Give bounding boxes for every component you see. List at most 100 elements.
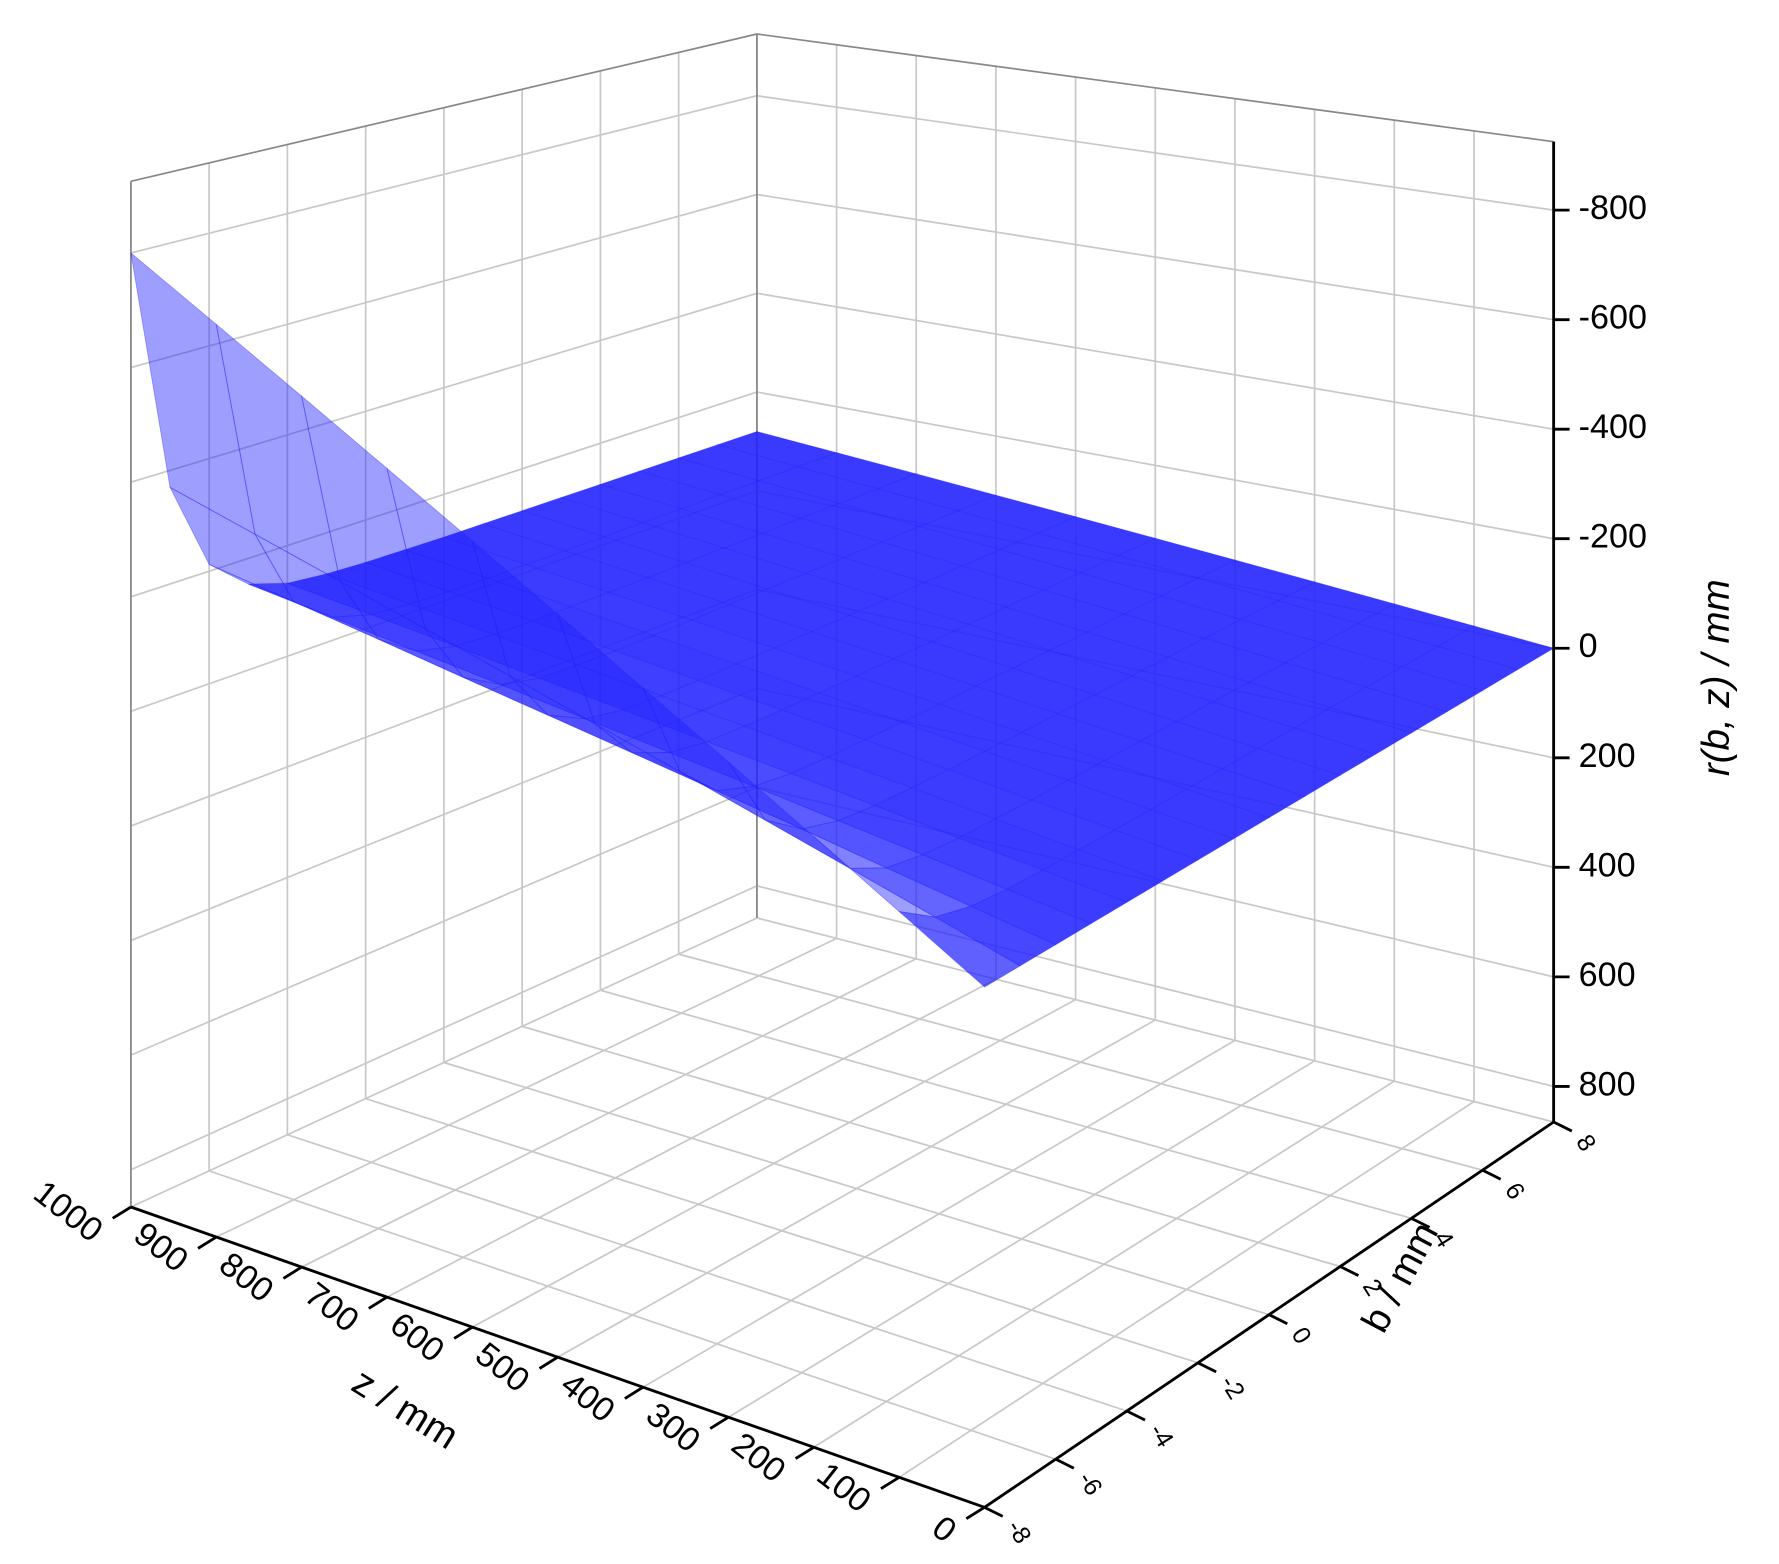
surface-cell — [1365, 666, 1484, 713]
floor-grid-line — [208, 1170, 1056, 1460]
wall-grid-line — [130, 885, 758, 1171]
b-tick-label: 0 — [1286, 1322, 1317, 1349]
surface-cell — [556, 612, 682, 773]
b-tick-label: -4 — [1143, 1419, 1179, 1453]
z-tick-label: 1000 — [26, 1173, 109, 1249]
surface-cell — [761, 517, 884, 559]
r-tick-label: -200 — [1579, 518, 1647, 556]
surface-cell — [718, 480, 841, 519]
surface-cell — [1077, 829, 1200, 882]
b-tick — [1197, 1361, 1217, 1374]
z-tick — [197, 1235, 218, 1250]
surface-cell — [520, 497, 645, 538]
z-tick — [709, 1416, 730, 1430]
z-tick — [282, 1265, 303, 1280]
wall-grid-line — [130, 391, 758, 598]
z-tick — [538, 1355, 559, 1370]
surface-cell — [1020, 713, 1142, 762]
surface-cell — [897, 910, 1022, 988]
surface-cell — [471, 539, 596, 725]
b-tick — [1481, 1168, 1502, 1181]
surface-cell — [130, 251, 256, 536]
surface-cell — [880, 525, 1002, 567]
surface-cell — [1116, 537, 1237, 579]
floor-grid-line — [521, 1025, 1341, 1268]
floor-grid-line — [365, 1097, 1199, 1364]
surface-cell — [641, 508, 764, 549]
surface-cell — [208, 563, 333, 618]
b-tick-label: -8 — [1001, 1515, 1037, 1549]
surface-cell — [598, 470, 722, 510]
surface-cell — [1400, 645, 1520, 692]
b-tick-label: 8 — [1570, 1130, 1601, 1157]
surface-cell — [757, 466, 880, 504]
b-axis-title: b / mm — [1353, 1215, 1447, 1339]
surface-cell — [789, 756, 913, 806]
z-tick — [965, 1506, 986, 1520]
box-edge — [756, 33, 1554, 143]
surface-cell — [424, 628, 549, 716]
floor-grid-line — [678, 953, 1483, 1171]
surface-cell — [168, 486, 295, 603]
b-tick — [1410, 1217, 1431, 1229]
z-tick — [880, 1476, 900, 1490]
surface-cell — [842, 541, 964, 583]
wall-grid-line — [756, 292, 1554, 431]
surface-cell — [735, 647, 858, 694]
surface-cell — [364, 549, 490, 593]
surface-cell — [339, 580, 464, 678]
surface-cell — [509, 675, 633, 754]
b-tick — [1553, 1120, 1573, 1133]
z-axis-title: z / mm — [345, 1360, 466, 1458]
floor-grid-line — [600, 989, 1412, 1220]
b-tick — [983, 1506, 1004, 1518]
z-tick — [794, 1446, 815, 1460]
surface-cell — [1221, 747, 1342, 797]
wall-grid-line — [130, 292, 758, 483]
surface-cell — [752, 772, 877, 822]
r-tick-label: -400 — [1579, 408, 1647, 446]
surface-cell — [918, 510, 1040, 551]
surface-cell — [386, 467, 511, 678]
surface-cell — [632, 752, 756, 792]
floor-grid-line — [287, 1133, 1128, 1412]
surface-cell — [796, 452, 918, 490]
surface-cell — [728, 761, 851, 869]
surface-cell — [1356, 603, 1476, 647]
b-tick — [1339, 1265, 1360, 1277]
floor-grid-line — [756, 917, 1554, 1123]
wall-grid-line — [130, 193, 758, 369]
z-tick — [111, 1205, 132, 1220]
surface-cell — [332, 614, 456, 652]
surface-cell — [826, 739, 950, 789]
wall-grid-line — [130, 94, 758, 254]
r-tick-label: 800 — [1579, 1065, 1636, 1103]
surface-cell — [1005, 869, 1128, 925]
surface-cell — [253, 533, 380, 641]
b-tick-label: -6 — [1072, 1467, 1108, 1501]
surface-cell — [716, 431, 839, 468]
surface-cell — [325, 561, 451, 605]
z-tick — [368, 1295, 388, 1310]
surface-cell — [659, 679, 784, 727]
floor-grid-line — [443, 1061, 1270, 1316]
wall-grid-line — [756, 94, 1554, 211]
surface-cell — [715, 785, 840, 830]
wall-grid-line — [756, 193, 1554, 321]
r-tick-label: -800 — [1579, 189, 1647, 227]
surface-cell — [638, 457, 761, 496]
surface-cell — [415, 645, 541, 686]
wall-grid-line — [130, 786, 758, 1056]
z-tick-label: 0 — [925, 1509, 963, 1551]
r-axis-title: r(b, z) / mm — [1695, 579, 1738, 776]
surface-cell — [215, 323, 341, 583]
surface-cell — [1102, 740, 1224, 790]
layer — [130, 251, 1555, 988]
surface-cell — [300, 394, 426, 630]
z-tick — [453, 1325, 474, 1340]
wall-grid-line — [756, 885, 1554, 1088]
surface-cell — [642, 687, 766, 821]
b-tick — [1268, 1313, 1288, 1326]
z-tick — [624, 1385, 644, 1400]
